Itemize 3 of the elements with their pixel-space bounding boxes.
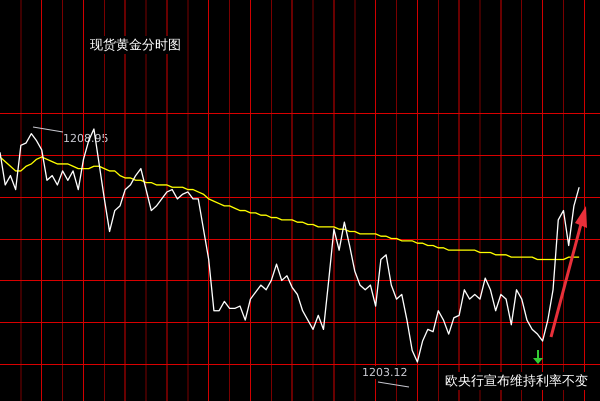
text: 1203.12 bbox=[360, 366, 410, 379]
chart-title: 现货黄金分时图 bbox=[88, 36, 183, 54]
text: 欧央行宣布维持利率不变 bbox=[443, 372, 590, 390]
